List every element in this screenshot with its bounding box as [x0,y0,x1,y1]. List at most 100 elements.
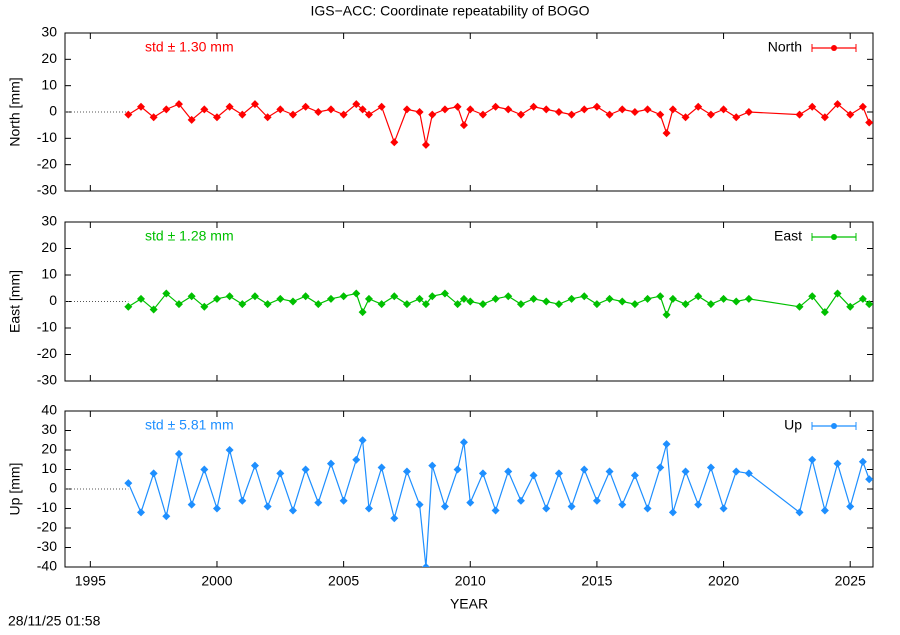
data-point [478,469,487,478]
data-point [681,113,690,122]
data-point [668,105,677,114]
data-point [656,292,665,301]
y-tick-label: 30 [41,421,57,437]
data-point [263,113,272,122]
data-point [858,457,867,466]
data-point [554,469,563,478]
series-line [127,440,870,567]
data-point [516,110,525,119]
data-point [605,110,614,119]
data-point [326,459,335,468]
data-point [706,463,715,472]
data-point [567,110,576,119]
data-point [491,506,500,515]
data-point [681,300,690,309]
data-point [212,504,221,513]
data-point [681,467,690,476]
data-point [358,436,367,445]
data-point [276,105,285,114]
data-point [865,118,873,127]
y-tick-label: -20 [37,345,57,361]
data-point [833,100,842,109]
data-point [592,496,601,505]
data-point [744,294,753,303]
data-point [542,504,551,513]
y-tick-label: 0 [49,480,57,496]
data-point [225,102,234,111]
data-point [643,105,652,114]
data-point [459,438,468,447]
data-point [605,294,614,303]
data-point [377,300,386,309]
x-axis-label: YEAR [450,596,488,612]
y-tick-label: 10 [41,460,57,476]
std-annotation: std ± 1.28 mm [145,228,234,244]
x-tick-label: 2020 [708,573,739,589]
data-point [795,110,804,119]
legend-label: Up [784,417,802,433]
data-point [592,102,601,111]
data-point [162,512,171,521]
y-tick-label: 10 [41,76,57,92]
x-tick-label: 2015 [581,573,612,589]
x-tick-label: 2010 [455,573,486,589]
data-point [415,500,424,509]
data-point [865,475,873,484]
data-point [592,300,601,309]
data-point [516,300,525,309]
data-point [630,300,639,309]
data-point [415,294,424,303]
legend-marker [831,45,837,51]
data-point [808,292,817,301]
data-point [618,297,627,306]
data-point [453,465,462,474]
data-point [719,504,728,513]
data-point [662,129,671,138]
data-point [124,302,133,311]
data-point [554,300,563,309]
data-point [516,496,525,505]
data-point [820,308,829,317]
data-point [858,294,867,303]
data-point [162,105,171,114]
data-point [238,110,247,119]
data-point [706,300,715,309]
data-point [358,308,367,317]
y-tick-label: -30 [37,182,57,198]
data-point [440,502,449,511]
data-point [820,113,829,122]
data-point [846,502,855,511]
data-point [694,102,703,111]
data-point [466,297,475,306]
data-point [795,508,804,517]
data-point [301,292,310,301]
x-tick-label: 1995 [75,573,106,589]
data-point [744,469,753,478]
data-point [630,471,639,480]
data-point [662,440,671,449]
y-tick-label: 30 [41,24,57,40]
y-tick-label: -30 [37,538,57,554]
data-point [250,100,259,109]
y-tick-label: 0 [49,103,57,119]
data-point [542,297,551,306]
data-point [580,292,589,301]
data-point [390,138,399,147]
data-point [808,455,817,464]
y-axis-label: North [mm] [7,77,23,146]
data-point [865,300,873,309]
data-point [364,110,373,119]
data-point [238,496,247,505]
data-point [504,467,513,476]
data-point [554,108,563,116]
data-point [440,289,449,298]
data-point [567,502,576,511]
data-point [719,294,728,303]
data-point [542,105,551,114]
data-point [504,105,513,114]
data-point [263,300,272,309]
data-point [694,500,703,509]
y-tick-label: 20 [41,239,57,255]
data-point [580,465,589,474]
data-point [402,300,411,309]
